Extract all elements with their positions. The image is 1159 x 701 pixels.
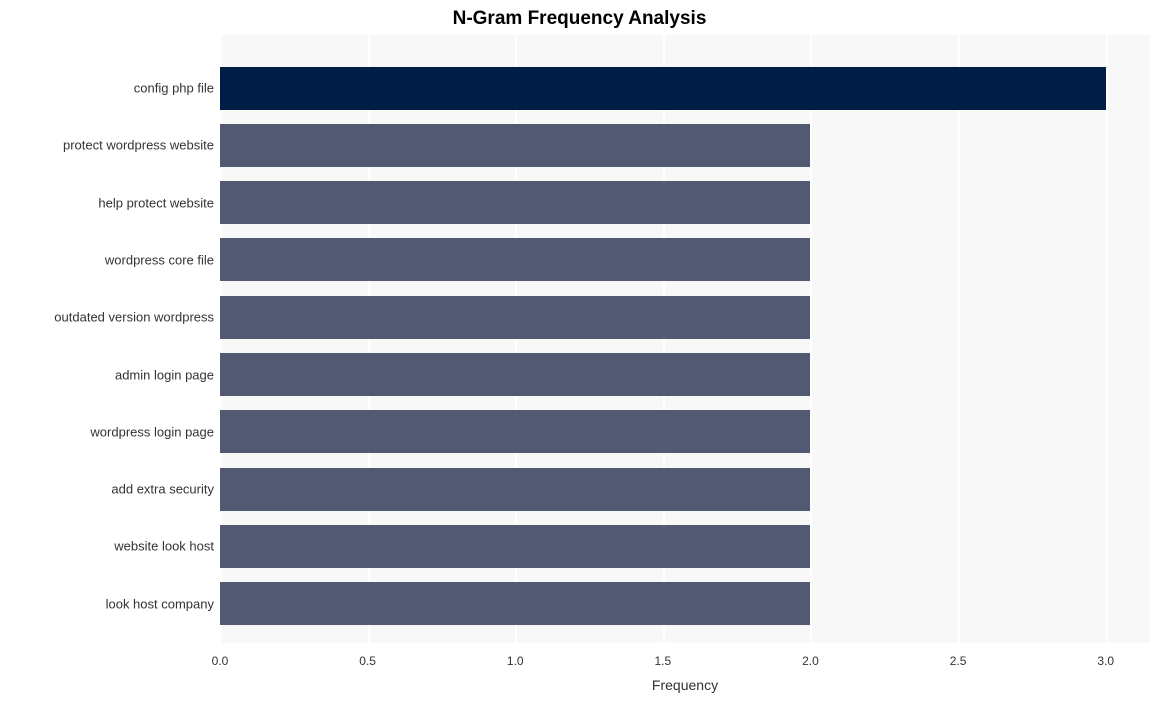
y-tick-label: admin login page <box>115 367 214 382</box>
gridline <box>1106 35 1108 643</box>
bar <box>220 353 810 396</box>
bar <box>220 582 810 625</box>
x-tick-label: 0.0 <box>212 654 229 668</box>
bar <box>220 67 1106 110</box>
x-tick-label: 0.5 <box>359 654 376 668</box>
bar <box>220 468 810 511</box>
y-tick-label: add extra security <box>111 482 214 497</box>
x-axis-label: Frequency <box>652 677 718 693</box>
x-tick-label: 3.0 <box>1097 654 1114 668</box>
x-tick-label: 1.0 <box>507 654 524 668</box>
gridline <box>810 35 812 643</box>
gridline <box>958 35 960 643</box>
ngram-frequency-chart: N-Gram Frequency Analysis Frequency 0.0 0… <box>0 0 1159 701</box>
x-tick-label: 1.5 <box>655 654 672 668</box>
chart-title: N-Gram Frequency Analysis <box>453 8 707 30</box>
y-tick-label: wordpress login page <box>90 424 214 439</box>
y-tick-label: config php file <box>134 81 214 96</box>
plot-area <box>220 35 1150 643</box>
y-tick-label: protect wordpress website <box>63 138 214 153</box>
y-tick-label: outdated version wordpress <box>54 310 214 325</box>
y-tick-label: help protect website <box>98 195 214 210</box>
x-tick-label: 2.0 <box>802 654 819 668</box>
y-tick-label: wordpress core file <box>105 252 214 267</box>
bar <box>220 181 810 224</box>
x-tick-label: 2.5 <box>950 654 967 668</box>
bar <box>220 124 810 167</box>
bar <box>220 296 810 339</box>
bar <box>220 410 810 453</box>
bar <box>220 238 810 281</box>
bar <box>220 525 810 568</box>
y-tick-label: look host company <box>106 596 214 611</box>
y-tick-label: website look host <box>114 539 214 554</box>
